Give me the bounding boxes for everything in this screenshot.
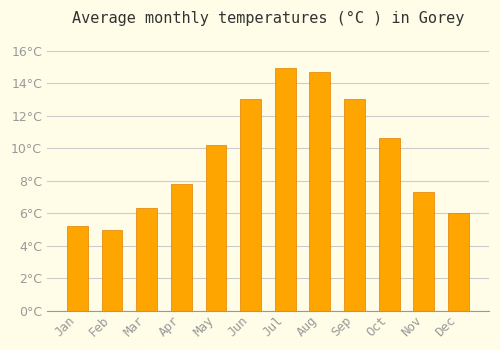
Bar: [275, 69, 295, 311]
Bar: [379, 139, 400, 311]
Bar: [171, 184, 192, 311]
Bar: [136, 209, 157, 311]
Bar: [102, 230, 122, 311]
Bar: [448, 213, 469, 311]
Bar: [310, 72, 330, 311]
Title: Average monthly temperatures (°C ) in Gorey: Average monthly temperatures (°C ) in Go…: [72, 11, 464, 26]
Bar: [414, 192, 434, 311]
Bar: [206, 145, 227, 311]
Bar: [67, 226, 88, 311]
Bar: [240, 99, 261, 311]
Bar: [344, 99, 365, 311]
